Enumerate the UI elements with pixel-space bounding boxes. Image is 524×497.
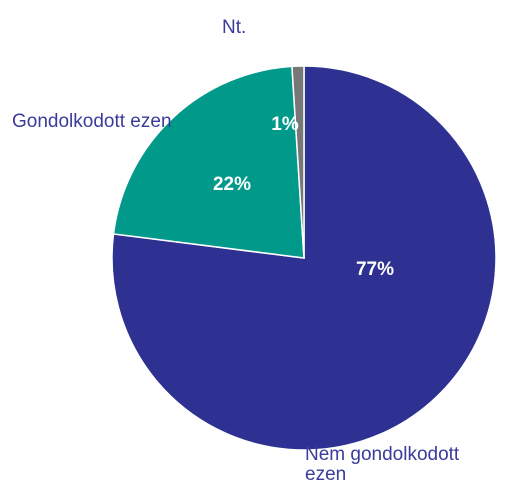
category-label: Nem gondolkodott ezen (305, 444, 460, 485)
pie-slice (111, 65, 497, 451)
pie-slice (291, 65, 305, 259)
category-label: Nt. (222, 17, 247, 38)
data-label: 22% (213, 174, 251, 195)
data-label: 1% (271, 114, 299, 135)
category-label: Gondolkodott ezen (12, 111, 172, 132)
data-label: 77% (356, 259, 394, 280)
pie-slice (112, 65, 305, 259)
